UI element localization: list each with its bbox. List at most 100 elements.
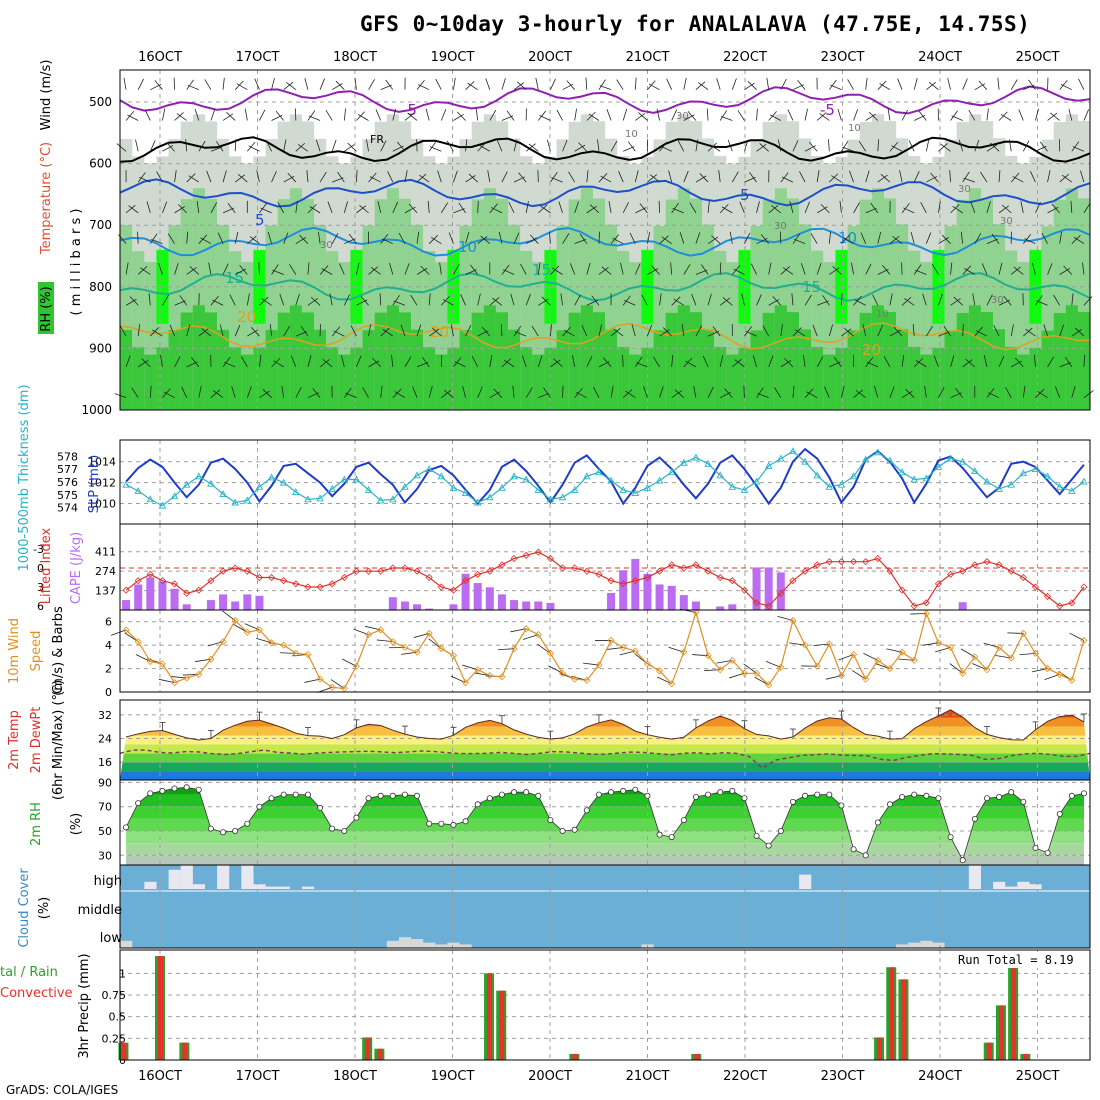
- wind-barb: [137, 266, 148, 275]
- wind-barb: [756, 108, 758, 121]
- wind-barb: [295, 293, 300, 306]
- wind-speed-point: [607, 636, 615, 645]
- thickness-point: [886, 456, 894, 464]
- wind-barb: [350, 325, 357, 337]
- wind-barb: [695, 81, 706, 90]
- wind-barb: [360, 295, 369, 306]
- bottom-axis-label: 18OCT: [333, 1069, 377, 1084]
- wind-speed-point: [522, 625, 530, 633]
- wind-barb: [261, 298, 272, 306]
- wind-barb: [330, 679, 345, 689]
- wind-barb: [743, 663, 757, 674]
- lifted-index-point: [534, 548, 542, 556]
- wind-barb: [822, 295, 830, 306]
- rh-point: [996, 794, 1003, 801]
- wind-barb: [331, 139, 337, 152]
- cape-bar: [219, 594, 228, 610]
- wind-barb: [874, 386, 879, 398]
- precip-convective-bar: [998, 1005, 1004, 1060]
- thickness-point: [801, 457, 809, 465]
- wind-barb: [953, 296, 963, 306]
- rh-shade-low: [1041, 330, 1054, 410]
- wind-barb: [974, 83, 986, 91]
- lifted-index-point: [728, 577, 736, 585]
- wind-speed-point: [546, 649, 555, 657]
- wind-speed-point: [631, 647, 639, 655]
- wind-barb: [283, 232, 289, 244]
- wind-barb: [125, 355, 131, 368]
- wind-barb: [810, 233, 818, 244]
- wind-barb: [304, 77, 309, 90]
- wind-barb: [525, 387, 533, 398]
- rh-point: [486, 795, 493, 802]
- rh-shade-low: [483, 305, 497, 410]
- wind-barb: [467, 82, 478, 91]
- wind-barb: [295, 236, 307, 245]
- wind-barb: [468, 173, 478, 183]
- wind-barb: [344, 144, 355, 152]
- wind-barb: [428, 328, 440, 337]
- run-total-label: Run Total = 8.19: [958, 953, 1074, 967]
- wind-barb: [593, 386, 600, 398]
- wind-barb: [926, 176, 938, 183]
- wind-barb: [660, 145, 672, 152]
- wind-barb: [925, 139, 930, 152]
- wind-barb: [754, 676, 769, 686]
- wind-barb: [610, 140, 618, 152]
- wind-barb: [465, 325, 472, 337]
- rh-point: [862, 852, 869, 859]
- wind-barb: [222, 356, 231, 368]
- wind-speed-point: [1080, 636, 1088, 645]
- precip-convective-bar: [572, 1053, 578, 1060]
- cape-bar: [400, 601, 409, 610]
- wind-barb: [865, 77, 868, 90]
- wind-barb: [538, 298, 549, 306]
- wind-barb: [731, 171, 739, 183]
- lifted-index-point: [825, 558, 833, 566]
- wind-barb: [734, 359, 745, 368]
- wind-barb: [489, 109, 497, 121]
- wind-speed-point: [486, 672, 494, 680]
- wind-barb: [924, 385, 927, 398]
- precip-convective-bar: [499, 990, 505, 1060]
- wind-barb: [681, 324, 685, 337]
- cloud-high-bar: [265, 886, 278, 889]
- cloud-bg: [120, 865, 1090, 948]
- wind-barb: [707, 200, 710, 213]
- wind-barb: [1051, 203, 1060, 214]
- wind-barb: [1041, 232, 1048, 244]
- cape-bar: [655, 584, 664, 610]
- wind-barb: [448, 232, 454, 244]
- wind-barb: [683, 77, 687, 90]
- wind-barb: [223, 361, 236, 368]
- wind-barb: [915, 360, 927, 368]
- lifted-index-point: [995, 561, 1003, 569]
- wind-speed-point: [1019, 629, 1027, 637]
- wind-barb: [487, 170, 491, 183]
- wind-barb: [951, 115, 963, 121]
- wind10-axis-label-2: Speed: [29, 631, 44, 672]
- wind-barb: [1059, 173, 1070, 183]
- wind-barb: [597, 139, 600, 152]
- rh-point: [705, 791, 712, 798]
- wind-barb: [833, 357, 842, 368]
- bottom-axis-label: 22OCT: [723, 1069, 767, 1084]
- wind-barb: [610, 328, 621, 337]
- thickness-point: [328, 484, 336, 492]
- wind-barb: [603, 357, 612, 368]
- wind-barb: [591, 295, 600, 306]
- wind-barb: [741, 293, 745, 306]
- rh-point: [692, 794, 699, 801]
- lifted-index-point: [280, 577, 288, 585]
- rh-band: [126, 843, 1084, 856]
- wind-barb: [135, 139, 139, 152]
- cape-bar: [231, 601, 240, 610]
- wind-barb: [1083, 390, 1094, 398]
- lifted-index-point: [1068, 599, 1076, 607]
- cloud-low-bar: [896, 944, 909, 948]
- wind-barb: [256, 170, 260, 183]
- wind-barb: [841, 293, 843, 306]
- wind-speed-point: [886, 665, 894, 673]
- wind-barb: [598, 79, 606, 90]
- wind-barb: [828, 79, 837, 90]
